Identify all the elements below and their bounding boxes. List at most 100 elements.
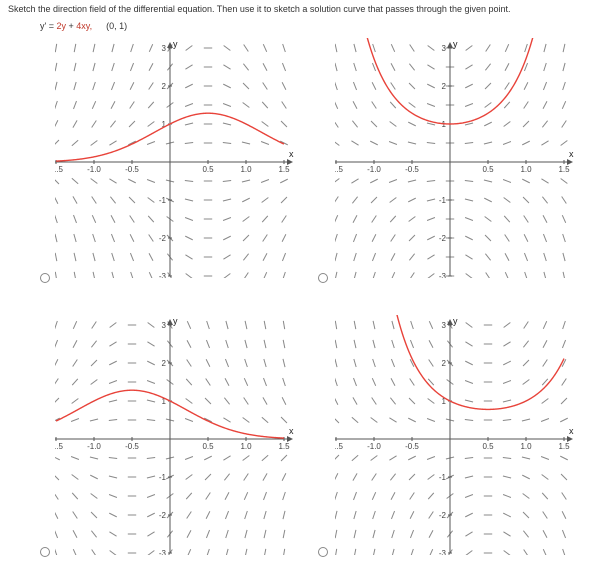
slope-segment xyxy=(92,271,95,278)
slope-segment xyxy=(543,43,547,53)
slope-segment xyxy=(428,359,434,367)
slope-segment xyxy=(541,492,549,500)
slope-segment xyxy=(282,377,286,387)
slope-segment xyxy=(185,378,193,386)
slope-segment xyxy=(147,360,155,366)
slope-segment xyxy=(390,492,396,500)
slope-segment xyxy=(90,359,98,367)
slope-segment xyxy=(335,491,338,501)
y-tick-label: 1 xyxy=(162,120,167,129)
slope-segment xyxy=(353,510,357,520)
radio-option-a[interactable] xyxy=(40,273,50,283)
initial-point: (0, 1) xyxy=(106,21,128,31)
slope-segment xyxy=(372,510,376,520)
slope-field xyxy=(335,43,569,278)
slope-segment xyxy=(373,548,376,555)
slope-segment xyxy=(427,474,435,480)
slope-segment xyxy=(353,271,357,278)
slope-segment xyxy=(409,529,415,539)
slope-segment xyxy=(184,141,194,145)
slope-segment xyxy=(129,215,135,223)
x-tick-label: -1.0 xyxy=(87,442,101,451)
slope-segment xyxy=(409,339,415,349)
slope-segment xyxy=(91,214,97,224)
slope-segment xyxy=(243,473,249,481)
slope-segment xyxy=(335,320,338,330)
slope-segment xyxy=(185,45,193,51)
slope-segment xyxy=(261,454,269,462)
x-axis-arrow-icon xyxy=(287,436,293,442)
y-tick-label: -3 xyxy=(159,549,167,555)
slope-segment xyxy=(281,252,287,262)
slope-segment xyxy=(354,548,357,555)
slope-segment xyxy=(262,473,268,481)
x-tick-label: -1.0 xyxy=(367,165,381,174)
slope-segment xyxy=(263,510,267,520)
slope-segment xyxy=(146,418,156,422)
slope-segment xyxy=(223,473,231,481)
slope-segment xyxy=(465,45,473,51)
x-tick-label: -1.0 xyxy=(367,442,381,451)
y-tick-label: -1 xyxy=(159,473,167,482)
slope-segment xyxy=(110,233,116,243)
slope-segment xyxy=(427,45,435,51)
slope-segment xyxy=(222,179,232,183)
slope-segment xyxy=(72,548,77,555)
equation-term-2y: 2y xyxy=(56,21,66,31)
y-axis-arrow-icon xyxy=(167,319,173,325)
slope-segment xyxy=(502,141,512,145)
radio-option-b[interactable] xyxy=(318,273,328,283)
slope-segment xyxy=(205,529,211,539)
slope-segment xyxy=(242,102,250,108)
slope-segment xyxy=(542,101,548,109)
slope-segment xyxy=(282,491,286,501)
slope-segment xyxy=(281,101,287,109)
slope-segment xyxy=(353,491,357,501)
slope-segment xyxy=(502,380,512,384)
slope-segment xyxy=(522,340,530,348)
slope-segment xyxy=(225,339,229,349)
slope-segment xyxy=(72,320,78,330)
radio-option-c[interactable] xyxy=(40,547,50,557)
slope-segment xyxy=(371,252,377,262)
slope-segment xyxy=(464,103,474,107)
slope-segment xyxy=(504,43,510,53)
slope-segment xyxy=(185,398,193,404)
slope-segment xyxy=(371,473,377,481)
slope-segment xyxy=(503,550,511,555)
slope-segment xyxy=(225,529,229,539)
slope-segment xyxy=(335,196,339,203)
slope-segment xyxy=(522,140,530,146)
slope-segment xyxy=(370,178,378,184)
slope-segment xyxy=(335,358,338,368)
slope-segment xyxy=(522,530,530,538)
slope-segment xyxy=(184,179,194,183)
slope-segment xyxy=(262,43,268,53)
slope-segment xyxy=(502,179,512,183)
slope-segment xyxy=(55,62,58,72)
slope-segment xyxy=(502,475,512,479)
slope-segment xyxy=(282,271,286,278)
slope-segment xyxy=(185,83,193,89)
slope-segment xyxy=(408,197,416,203)
slope-segment xyxy=(484,197,492,203)
slope-segment xyxy=(541,120,549,128)
slope-segment xyxy=(542,511,548,519)
slope-segment xyxy=(282,43,286,53)
radio-option-d[interactable] xyxy=(318,547,328,557)
slope-segment xyxy=(129,62,135,72)
slope-segment xyxy=(504,63,510,71)
slope-segment xyxy=(146,141,156,145)
slope-segment xyxy=(335,339,338,349)
slope-segment xyxy=(281,234,287,242)
direction-field-graph-d: -1.5 -1.0 -0.5 0.5 1.0 1.5 3 2 1 -1 -2 -3 x y xyxy=(335,315,574,555)
slope-segment xyxy=(335,418,340,424)
slope-segment xyxy=(205,492,211,500)
slope-segment xyxy=(128,196,136,204)
slope-segment xyxy=(90,178,98,184)
slope-segment xyxy=(70,418,80,422)
slope-segment xyxy=(391,548,395,555)
x-tick-label: -0.5 xyxy=(125,165,139,174)
slope-segment xyxy=(108,494,118,498)
slope-segment xyxy=(504,253,510,261)
